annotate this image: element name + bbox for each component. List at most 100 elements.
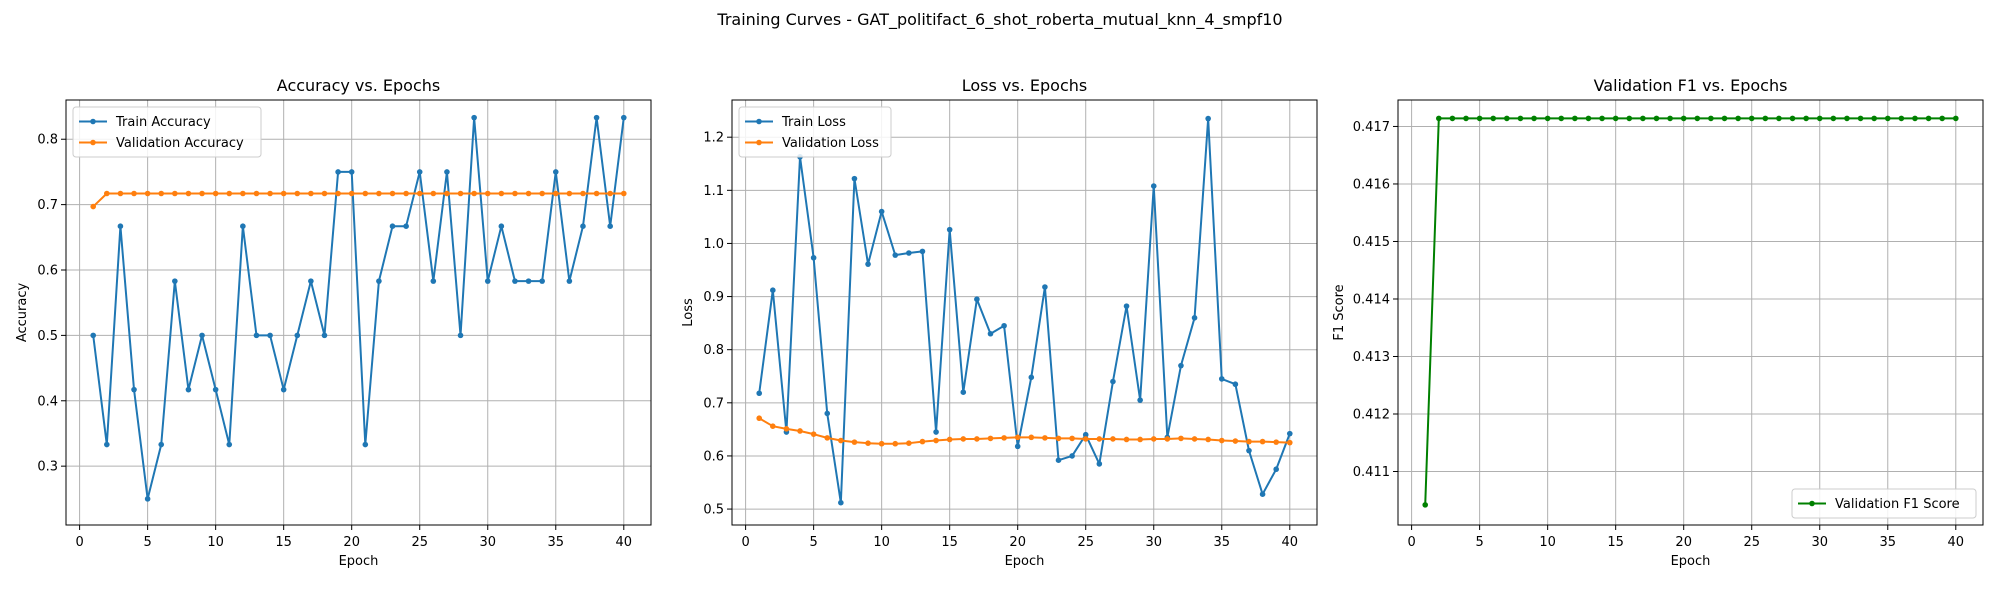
y-tick-label: 1.2 [703, 131, 724, 146]
data-point [430, 190, 437, 197]
data-point [308, 278, 314, 284]
y-tick-label: 0.416 [1353, 177, 1390, 192]
data-point [783, 426, 790, 432]
data-point [1001, 435, 1007, 441]
data-point [158, 441, 165, 448]
data-point [1504, 115, 1510, 122]
y-tick-label: 0.3 [37, 460, 58, 475]
data-point [1246, 447, 1252, 454]
plot-frame [65, 99, 652, 526]
data-point [498, 190, 505, 197]
chart-title: Accuracy vs. Epochs [277, 76, 440, 95]
x-tick-label: 35 [1213, 535, 1230, 550]
legend: Validation F1 Score [1791, 488, 1977, 519]
data-point [1150, 183, 1157, 189]
data-point [444, 190, 450, 197]
data-point [1857, 115, 1864, 122]
x-axis-label: Epoch [1671, 554, 1711, 569]
x-tick-label: 0 [1407, 535, 1415, 550]
data-point [1762, 115, 1769, 122]
chart-title: Validation F1 vs. Epochs [1594, 76, 1788, 95]
data-point [960, 436, 967, 442]
y-axis-label: Accuracy [15, 283, 30, 343]
data-point [946, 226, 953, 233]
data-point [144, 190, 151, 197]
y-tick-label: 0.415 [1353, 235, 1390, 250]
data-point [1721, 115, 1728, 122]
data-point [389, 190, 396, 197]
data-point [1150, 436, 1157, 442]
x-tick-label: 15 [275, 535, 292, 550]
x-tick-label: 5 [1475, 535, 1483, 550]
data-point [348, 190, 355, 197]
data-point [1667, 115, 1673, 122]
data-point [1585, 115, 1592, 122]
data-point [1164, 436, 1171, 442]
data-point [280, 190, 287, 197]
y-tick-label: 1.0 [703, 237, 724, 252]
data-point [1110, 436, 1116, 442]
data-point [580, 190, 586, 197]
legend-label: Train Loss [781, 115, 846, 130]
data-point [838, 437, 844, 444]
data-point [1028, 434, 1035, 441]
data-point [321, 190, 328, 197]
data-point [906, 440, 912, 446]
data-point [892, 252, 899, 258]
data-point [240, 223, 246, 229]
x-tick-label: 40 [1282, 535, 1299, 550]
data-point [457, 190, 464, 197]
data-point [539, 278, 545, 284]
x-axis-label: Epoch [339, 554, 379, 569]
data-point [906, 250, 912, 256]
data-point [90, 332, 97, 339]
data-point [430, 278, 437, 284]
data-point [878, 440, 885, 447]
data-point [240, 190, 246, 197]
data-point [1042, 284, 1048, 290]
y-tick-label: 0.411 [1353, 465, 1390, 480]
x-tick-label: 5 [143, 535, 151, 550]
x-tick-label: 10 [1539, 535, 1556, 550]
data-point [1830, 115, 1837, 122]
x-tick-label: 40 [1948, 535, 1965, 550]
x-tick-label: 10 [207, 535, 224, 550]
data-point [1912, 115, 1918, 122]
data-point [987, 435, 994, 442]
data-point [593, 190, 600, 197]
data-point [267, 332, 273, 339]
legend-marker [756, 118, 762, 125]
chart-panel-loss: 0 5 10 15 20 25 30 35 40 0.5 0.6 0.7 0.8 0.9 1.0 1.1 1.2… [681, 76, 1318, 569]
data-point [1544, 115, 1551, 122]
data-point [919, 438, 926, 445]
data-point [1082, 431, 1089, 438]
data-point [1069, 435, 1075, 442]
data-point [362, 190, 369, 197]
series-line-1 [758, 117, 1291, 504]
figure-title: Training Curves - GAT_politifact_6_shot_… [716, 10, 1282, 30]
data-point [1694, 115, 1701, 122]
data-point [525, 190, 532, 197]
data-point [851, 439, 858, 445]
data-point [131, 190, 137, 197]
data-point [253, 190, 260, 197]
data-point [865, 440, 871, 446]
x-tick-label: 10 [873, 535, 890, 550]
x-tick-label: 25 [411, 535, 428, 550]
legend-marker [90, 139, 96, 146]
data-point [946, 436, 953, 443]
y-axis-label: Loss [681, 298, 696, 327]
data-point [919, 248, 926, 255]
data-point [484, 190, 491, 197]
data-point [960, 389, 967, 395]
data-point [512, 278, 518, 284]
chart-panel-f1: 0 5 10 15 20 25 30 35 40 0.411 0.412 0.413 0.414 0.41… [1332, 76, 1984, 569]
data-point [1599, 115, 1605, 122]
y-tick-label: 0.6 [37, 264, 58, 279]
x-tick-label: 0 [741, 535, 749, 550]
data-point [1286, 439, 1293, 446]
data-point [321, 332, 328, 339]
data-point [1259, 438, 1266, 445]
chart-panel-accuracy: 0 5 10 15 20 25 30 35 40 0.3 0.4 0.5 0.6 0.7 0.8 Accura… [15, 76, 652, 569]
